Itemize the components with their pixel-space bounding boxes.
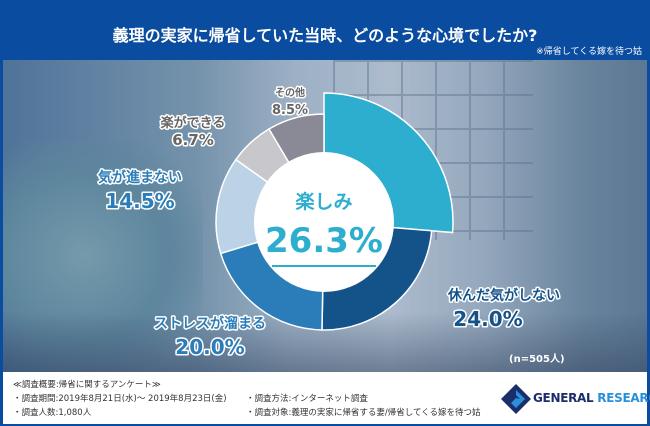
survey-period: ・調査期間:2019年8月21日(水)～ 2019年8月23日(金) [13, 394, 227, 404]
logo-text: GENERAL RESEARCH [533, 391, 650, 405]
logo-general: GENERAL [533, 391, 594, 405]
sample-size-note: (n=505人) [509, 354, 565, 365]
background-photo [3, 60, 647, 372]
category-label-4: 楽ができる [160, 115, 226, 131]
highlight-value-label: 26.3% [265, 221, 383, 261]
highlight-category-label: 楽しみ [295, 190, 352, 213]
value-label-2: 20.0% [175, 335, 244, 359]
category-label-3: 気が進まない [98, 169, 182, 186]
survey-target: ・調査対象:義理の実家に帰省する妻/帰省してくる嫁を待つ姑 [246, 408, 481, 418]
value-label-5: 8.5% [272, 103, 308, 118]
survey-summary: ≪調査概要:帰省に関するアンケート≫ [13, 380, 161, 390]
category-label-1: 休んだ気がしない [447, 287, 560, 304]
value-label-4: 6.7% [172, 131, 214, 149]
value-label-1: 24.0% [453, 307, 522, 331]
category-label-5: その他 [275, 86, 305, 99]
survey-method: ・調査方法:インターネット調査 [246, 394, 368, 404]
donut-center [254, 152, 394, 292]
value-label-3: 14.5% [105, 189, 174, 213]
chart-title: 義理の実家に帰省していた当時、どのような心境でしたか? [112, 26, 538, 45]
chart-subtitle: ※帰省してくる嫁を待つ姑 [536, 47, 642, 57]
logo-research: RESEARCH [597, 391, 650, 405]
general-research-logo-icon [501, 384, 531, 414]
survey-count: ・調査人数:1,080人 [13, 408, 92, 418]
category-label-2: ストレスが溜まる [154, 315, 266, 332]
survey-footer: ≪調査概要:帰省に関するアンケート≫ ・調査期間:2019年8月21日(水)～ … [3, 372, 650, 424]
